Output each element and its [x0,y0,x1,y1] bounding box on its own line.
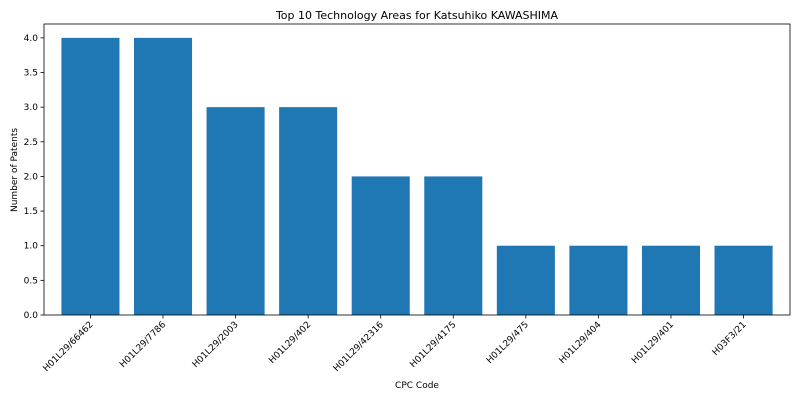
chart-title: Top 10 Technology Areas for Katsuhiko KA… [275,9,559,22]
y-tick-label: 0.0 [24,311,39,321]
bar [715,246,773,315]
x-tick-label: H01L29/402 [267,320,313,366]
y-tick-label: 1.5 [24,207,38,217]
bar [569,246,627,315]
x-tick-label: H03F3/21 [711,320,749,358]
x-axis-label: CPC Code [395,381,439,391]
x-tick-label: H01L29/4175 [408,320,458,370]
x-tick-label: H01L29/42316 [332,320,386,374]
x-tick-label: H01L29/7786 [118,320,168,370]
y-tick-label: 2.0 [24,172,39,182]
bar [642,246,700,315]
y-tick-label: 4.0 [24,34,39,44]
y-tick-label: 2.5 [24,138,38,148]
x-tick-label: H01L29/475 [485,320,531,366]
y-axis-label: Number of Patents [10,128,20,212]
y-tick-label: 1.0 [24,242,39,252]
bar [207,107,265,315]
plot-area: 0.0 0.5 1.0 1.5 2.0 2.5 3.0 3.5 4.0 H01L29/66462 H… [24,24,790,374]
y-tick-label: 0.5 [24,276,38,286]
y-tick-label: 3.0 [24,103,39,113]
bar [497,246,555,315]
bar [134,38,192,315]
x-tick-label: H01L29/401 [630,320,676,366]
x-tick-label: H01L29/404 [558,320,604,366]
x-tick-label: H01L29/2003 [191,320,241,370]
bar [61,38,119,315]
x-tick-label: H01L29/66462 [42,320,96,374]
bar [279,107,337,315]
y-tick-label: 3.5 [24,69,38,79]
bar [352,176,410,315]
bar [424,176,482,315]
